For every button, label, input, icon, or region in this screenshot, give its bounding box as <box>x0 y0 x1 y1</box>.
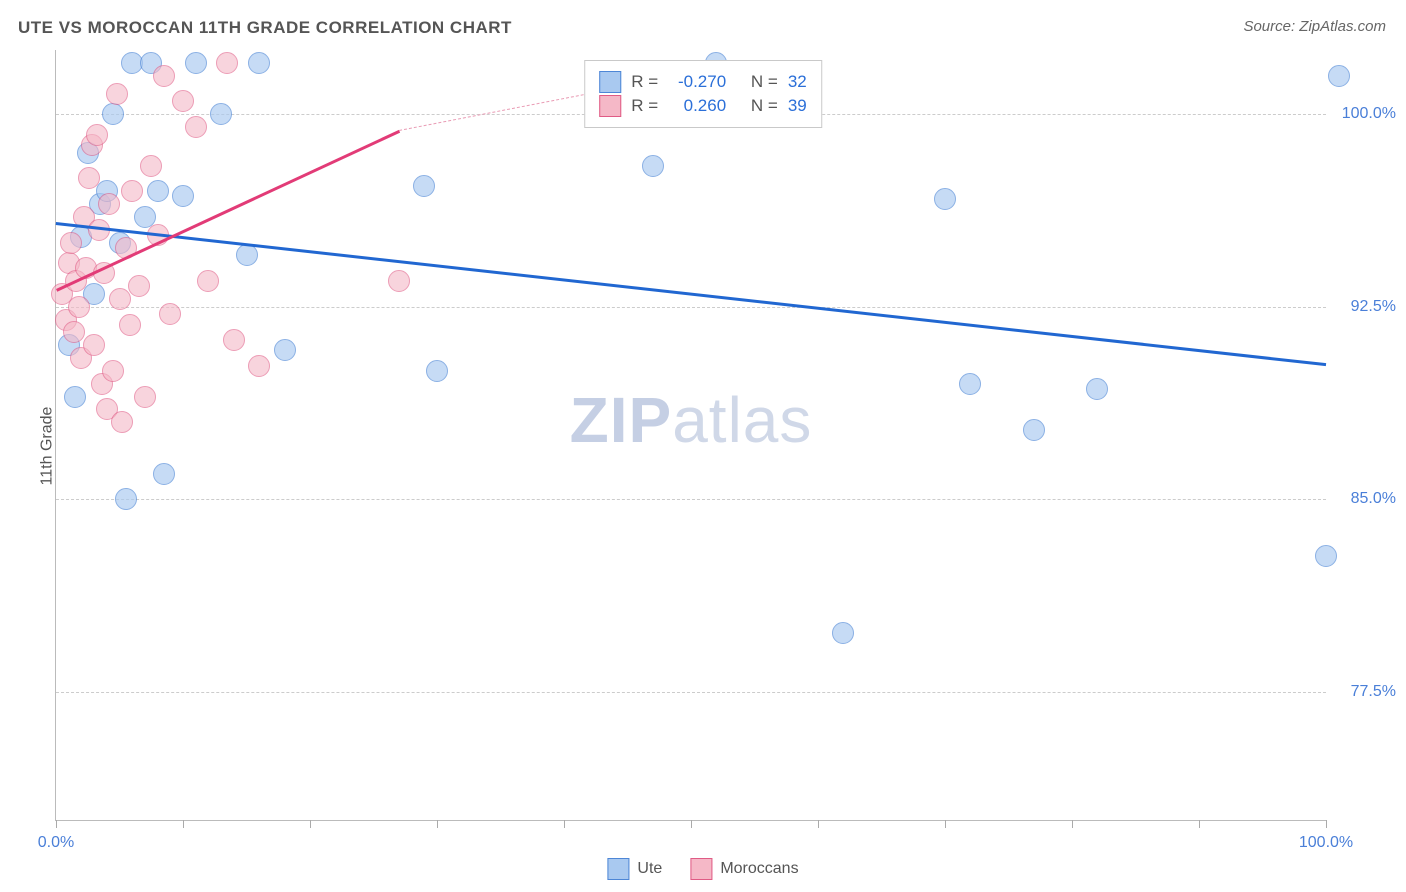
data-point <box>274 339 296 361</box>
data-point <box>111 411 133 433</box>
data-point <box>153 65 175 87</box>
data-point <box>248 52 270 74</box>
data-point <box>388 270 410 292</box>
data-point <box>78 167 100 189</box>
moroccans-swatch-icon <box>690 858 712 880</box>
n-value: 32 <box>788 72 807 92</box>
data-point <box>642 155 664 177</box>
r-label: R = <box>631 72 658 92</box>
data-point <box>60 232 82 254</box>
data-point <box>83 334 105 356</box>
x-tick <box>945 820 946 828</box>
data-point <box>248 355 270 377</box>
data-point <box>959 373 981 395</box>
data-point <box>172 90 194 112</box>
data-point <box>98 193 120 215</box>
x-tick <box>183 820 184 828</box>
x-tick <box>56 820 57 828</box>
data-point <box>147 180 169 202</box>
data-point <box>1086 378 1108 400</box>
gridline-h <box>56 499 1326 500</box>
chart-title: UTE VS MOROCCAN 11TH GRADE CORRELATION C… <box>18 18 512 38</box>
source-attribution: Source: ZipAtlas.com <box>1243 18 1386 35</box>
data-point <box>68 296 90 318</box>
ute-swatch-icon <box>607 858 629 880</box>
data-point <box>115 488 137 510</box>
data-point <box>1328 65 1350 87</box>
n-label: N = <box>751 96 778 116</box>
data-point <box>426 360 448 382</box>
legend-label: Ute <box>637 860 662 878</box>
x-tick-label: 100.0% <box>1299 834 1353 852</box>
y-tick-label: 77.5% <box>1336 683 1396 701</box>
trend-line <box>56 222 1326 366</box>
legend: Ute Moroccans <box>607 858 798 880</box>
n-value: 39 <box>788 96 807 116</box>
data-point <box>121 180 143 202</box>
data-point <box>134 386 156 408</box>
x-tick <box>1199 820 1200 828</box>
legend-item-moroccans: Moroccans <box>690 858 798 880</box>
data-point <box>236 244 258 266</box>
data-point <box>128 275 150 297</box>
x-tick <box>564 820 565 828</box>
r-value: -0.270 <box>668 72 726 92</box>
correlation-stats-box: R = -0.270 N = 32 R = 0.260 N = 39 <box>584 60 822 128</box>
data-point <box>832 622 854 644</box>
data-point <box>64 386 86 408</box>
stats-row-ute: R = -0.270 N = 32 <box>599 71 807 93</box>
data-point <box>197 270 219 292</box>
gridline-h <box>56 307 1326 308</box>
legend-label: Moroccans <box>720 860 798 878</box>
x-tick-label: 0.0% <box>38 834 74 852</box>
data-point <box>223 329 245 351</box>
data-point <box>185 52 207 74</box>
y-tick-label: 92.5% <box>1336 298 1396 316</box>
data-point <box>63 321 85 343</box>
x-tick <box>310 820 311 828</box>
data-point <box>109 288 131 310</box>
y-tick-label: 100.0% <box>1336 105 1396 123</box>
y-axis-label: 11th Grade <box>38 407 56 486</box>
data-point <box>1023 419 1045 441</box>
data-point <box>185 116 207 138</box>
legend-item-ute: Ute <box>607 858 662 880</box>
data-point <box>210 103 232 125</box>
y-tick-label: 85.0% <box>1336 490 1396 508</box>
x-tick <box>691 820 692 828</box>
data-point <box>216 52 238 74</box>
r-value: 0.260 <box>668 96 726 116</box>
x-tick <box>818 820 819 828</box>
gridline-h <box>56 692 1326 693</box>
data-point <box>86 124 108 146</box>
data-point <box>102 360 124 382</box>
x-tick <box>437 820 438 828</box>
scatter-plot-area: ZIPatlas 77.5%85.0%92.5%100.0%0.0%100.0% <box>55 50 1326 821</box>
data-point <box>106 83 128 105</box>
moroccans-swatch-icon <box>599 95 621 117</box>
data-point <box>934 188 956 210</box>
r-label: R = <box>631 96 658 116</box>
data-point <box>140 155 162 177</box>
n-label: N = <box>751 72 778 92</box>
watermark: ZIPatlas <box>570 383 813 457</box>
stats-row-moroccans: R = 0.260 N = 39 <box>599 95 807 117</box>
data-point <box>159 303 181 325</box>
data-point <box>119 314 141 336</box>
ute-swatch-icon <box>599 71 621 93</box>
data-point <box>172 185 194 207</box>
x-tick <box>1326 820 1327 828</box>
data-point <box>413 175 435 197</box>
data-point <box>1315 545 1337 567</box>
data-point <box>102 103 124 125</box>
data-point <box>153 463 175 485</box>
x-tick <box>1072 820 1073 828</box>
